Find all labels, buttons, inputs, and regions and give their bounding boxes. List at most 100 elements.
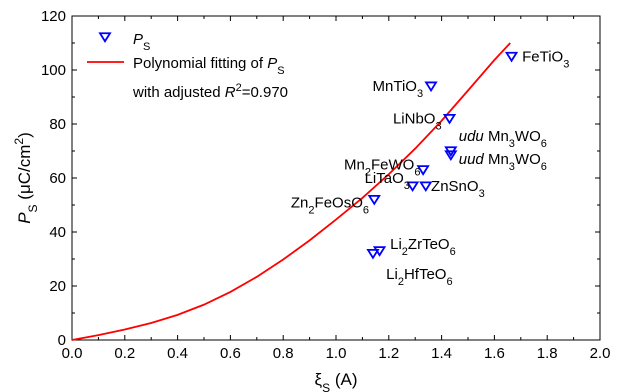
point-label-part: HfTeO (404, 266, 447, 283)
point-label: Li2HfTeO6 (386, 266, 452, 288)
data-point-marker (405, 181, 420, 193)
point-label-part: Mn (344, 157, 365, 174)
point-label-part: 3 (509, 138, 515, 150)
point-label: udu Mn3WO6 (459, 128, 547, 150)
legend-fit-label-line2-part: =0.970 (242, 84, 288, 101)
point-label-part: 2 (365, 167, 371, 179)
y-tick-label: 60 (49, 170, 66, 187)
x-axis-title-part: ξ (314, 370, 322, 389)
point-label-part: 3 (417, 88, 423, 100)
point-label: FeTiO3 (522, 49, 569, 71)
x-axis-title: ξS (A) (314, 370, 357, 392)
point-label-part: 2 (308, 204, 314, 216)
x-tick-label: 0.0 (62, 345, 83, 362)
y-axis-title-part: ) (15, 132, 34, 138)
point-label-part: Li (390, 236, 402, 253)
point-label-part: 3 (435, 121, 441, 133)
legend-fit-label-line1: Polynomial fitting of PS (133, 55, 285, 77)
x-tick-label: 1.6 (484, 345, 505, 362)
data-point-marker (504, 51, 519, 63)
legend-fit-label-line1-part: P (267, 55, 277, 72)
point-label: ZnSnO3 (431, 178, 485, 200)
point-label-part: Li (386, 266, 398, 283)
data-point-marker (444, 150, 458, 161)
x-axis-title-part: (A) (330, 370, 357, 389)
point-label: LiNbO3 (393, 111, 442, 133)
point-label-part: FeWO (371, 157, 414, 174)
x-tick-label: 0.8 (273, 345, 294, 362)
point-label-part: uud (459, 151, 485, 168)
x-tick-label: 1.2 (378, 345, 399, 362)
data-points (366, 51, 519, 260)
point-label-part: 6 (363, 204, 369, 216)
point-label-part: FeTiO (522, 49, 563, 66)
point-label-part: WO (515, 128, 541, 145)
y-tick-label: 80 (49, 116, 66, 133)
point-label-part: FeOsO (315, 194, 363, 211)
point-label-part: 6 (541, 138, 547, 150)
axis-ticks: 0.0 0.2 0.4 0.6 0.8 1.0 1.2 1.4 1.6 1.8 2.0 0 20 40 60… (41, 8, 610, 362)
point-label-part: ZrTeO (408, 236, 450, 253)
point-label-part: WO (515, 151, 541, 168)
legend-fit-label-line2-part: R (225, 84, 236, 101)
point-label-part: Mn (484, 128, 509, 145)
point-label-part: LiTaO (365, 170, 404, 187)
x-tick-label: 1.4 (431, 345, 452, 362)
x-tick-label: 0.4 (167, 345, 188, 362)
point-label-part: LiNbO (393, 111, 436, 128)
point-label-part: Mn (484, 151, 509, 168)
point-label-part: 2 (402, 246, 408, 258)
point-label: Zn2FeOsO6 (291, 194, 369, 216)
data-point-marker (366, 248, 380, 260)
y-tick-label: 0 (58, 332, 66, 349)
legend-point-marker (98, 32, 112, 43)
data-point-marker (442, 113, 457, 125)
y-axis-title-part: 2 (12, 138, 26, 145)
x-tick-label: 0.6 (220, 345, 241, 362)
point-label-part: 3 (509, 161, 515, 173)
legend-fit-label-line1-part: Polynomial fitting of (133, 55, 267, 72)
point-label: LiTaO3 (365, 170, 410, 192)
point-label-part: 6 (446, 276, 452, 288)
point-label: Mn2FeWO6 (344, 157, 420, 179)
point-label: MnTiO3 (373, 78, 424, 100)
point-label: Li2ZrTeO6 (390, 236, 456, 258)
point-label-part: 3 (563, 59, 569, 71)
legend-fit-label-line1-part: S (277, 65, 284, 77)
y-axis-title-part: (μC/cm (15, 145, 34, 205)
x-tick-label: 1.8 (537, 345, 558, 362)
axis-titles: ξS (A)PS (μC/cm2) (12, 132, 358, 392)
y-axis-title: PS (μC/cm2) (12, 132, 40, 224)
point-label-part: MnTiO (373, 78, 417, 95)
x-tick-label: 1.0 (326, 345, 347, 362)
point-label-part: ZnSnO (431, 178, 479, 195)
x-axis-title-part: S (322, 381, 330, 392)
data-point-marker (424, 81, 438, 93)
legend-points-label-part: P (133, 31, 143, 48)
data-point-marker (416, 165, 430, 176)
x-tick-label: 2.0 (590, 345, 611, 362)
y-tick-label: 20 (49, 278, 66, 295)
point-label-part: 6 (541, 161, 547, 173)
point-label-part: 3 (404, 180, 410, 192)
y-axis-title-part: P (15, 212, 34, 224)
point-label: uud Mn3WO6 (459, 151, 547, 173)
point-label-part: udu (459, 128, 485, 145)
point-label-part: 3 (479, 188, 485, 200)
point-label-part: 2 (398, 276, 404, 288)
point-label-part: 6 (450, 246, 456, 258)
y-tick-label: 40 (49, 224, 66, 241)
y-tick-label: 120 (41, 8, 66, 25)
x-tick-label: 0.2 (114, 345, 135, 362)
legend-points-label-part: S (143, 41, 150, 53)
legend-fit-label-line2-part: 2 (236, 82, 242, 94)
legend-fit-label-line2-part: with adjusted (132, 84, 225, 101)
legend-points-label: PS (133, 31, 150, 53)
y-axis-title-part: S (26, 204, 40, 212)
point-label-part: Zn (291, 194, 309, 211)
legend-fit-label-line2: with adjusted R2=0.970 (132, 82, 288, 101)
data-point-marker (419, 181, 433, 193)
